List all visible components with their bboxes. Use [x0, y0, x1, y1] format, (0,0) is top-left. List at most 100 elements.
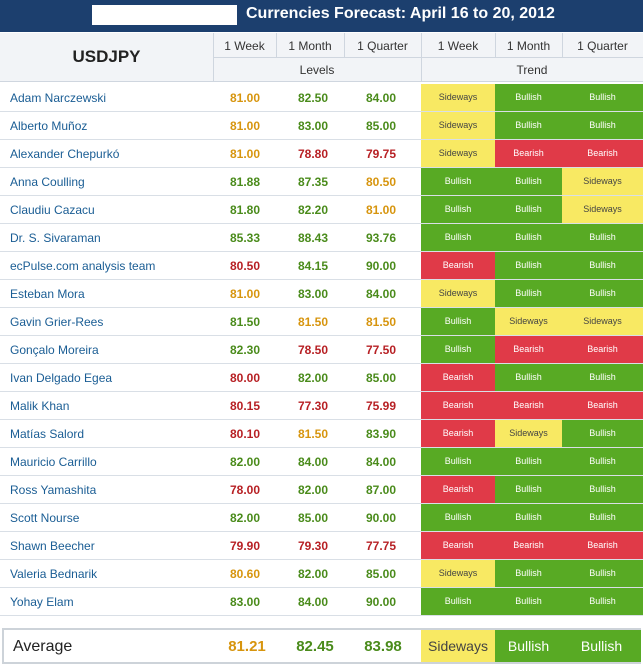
trend-1-quarter: Sideways [562, 196, 643, 223]
analyst-name: Valeria Bednarik [10, 567, 98, 581]
trend-1-quarter: Sideways [562, 308, 643, 335]
average-row: Average 81.21 82.45 83.98 Sideways Bullish Bu… [2, 628, 641, 664]
header-divider [495, 33, 496, 57]
level-1-month: 78.80 [297, 147, 329, 161]
table-row: Shawn Beecher 79.90 79.30 77.75 Bearish Beari… [0, 532, 643, 560]
analyst-name: Scott Nourse [10, 511, 80, 525]
level-1-month: 87.35 [297, 175, 329, 189]
trend-1-month: Bullish [495, 588, 562, 615]
trend-1-week: Bullish [421, 588, 495, 615]
col-header-trend-1-week: 1 Week [437, 39, 479, 53]
level-1-month: 82.00 [297, 483, 329, 497]
level-1-quarter: 87.00 [365, 483, 397, 497]
level-1-week: 81.00 [229, 287, 261, 301]
table-row: Gavin Grier-Rees 81.50 81.50 81.50 Bullish Si… [0, 308, 643, 336]
analyst-name: Mauricio Carrillo [10, 455, 97, 469]
levels-group-header: Levels [299, 63, 335, 77]
trend-1-month: Bearish [495, 140, 562, 167]
level-1-week: 81.00 [229, 91, 261, 105]
level-1-month: 83.00 [297, 287, 329, 301]
trend-1-week: Bullish [421, 168, 495, 195]
trend-1-quarter: Bearish [562, 532, 643, 559]
table-row: Gonçalo Moreira 82.30 78.50 77.50 Bullish Bea… [0, 336, 643, 364]
level-1-week: 79.90 [229, 539, 261, 553]
analyst-name: Gavin Grier-Rees [10, 315, 104, 329]
trend-1-week: Bearish [421, 420, 495, 447]
level-1-month: 82.20 [297, 203, 329, 217]
level-1-quarter: 90.00 [365, 259, 397, 273]
analyst-name: ecPulse.com analysis team [10, 259, 156, 273]
table-row: Alberto Muñoz 81.00 83.00 85.00 Sideways Bull… [0, 112, 643, 140]
trend-1-month: Bullish [495, 112, 562, 139]
analyst-name: Gonçalo Moreira [10, 343, 99, 357]
average-label: Average [13, 638, 73, 655]
trend-1-month: Bullish [495, 196, 562, 223]
trend-1-month: Bullish [495, 224, 562, 251]
average-level-1-quarter: 83.98 [364, 638, 402, 655]
level-1-week: 81.80 [229, 203, 261, 217]
col-header-levels-1-week: 1 Week [224, 39, 265, 53]
level-1-quarter: 77.50 [365, 343, 397, 357]
level-1-month: 84.15 [297, 259, 329, 273]
level-1-quarter: 84.00 [365, 455, 397, 469]
level-1-week: 82.30 [229, 343, 261, 357]
trend-1-month: Bullish [495, 448, 562, 475]
trend-1-quarter: Bullish [562, 588, 643, 615]
analyst-name: Malik Khan [10, 399, 70, 413]
table-row: ecPulse.com analysis team 80.50 84.15 90.00… [0, 252, 643, 280]
trend-1-month: Bullish [495, 84, 562, 111]
level-1-month: 79.30 [297, 539, 329, 553]
trend-1-quarter: Bullish [562, 84, 643, 111]
level-1-month: 81.50 [297, 427, 329, 441]
trend-1-month: Bullish [495, 252, 562, 279]
level-1-month: 78.50 [297, 343, 329, 357]
table-row: Malik Khan 80.15 77.30 75.99 Bearish Bearish B… [0, 392, 643, 420]
level-1-quarter: 81.50 [365, 315, 397, 329]
level-1-week: 80.15 [229, 399, 261, 413]
level-1-month: 81.50 [297, 315, 329, 329]
analyst-name: Alberto Muñoz [10, 119, 88, 133]
level-1-quarter: 85.00 [365, 371, 397, 385]
level-1-week: 81.50 [229, 315, 261, 329]
trend-1-month: Bullish [495, 364, 562, 391]
trend-1-week: Bullish [421, 224, 495, 251]
table-row: Anna Coulling 81.88 87.35 80.50 Bullish Bulli… [0, 168, 643, 196]
table-row: Mauricio Carrillo 82.00 84.00 84.00 Bullish B… [0, 448, 643, 476]
trend-1-quarter: Bearish [562, 140, 643, 167]
trend-1-week: Sideways [421, 112, 495, 139]
trend-1-quarter: Bullish [562, 504, 643, 531]
analyst-name: Claudiu Cazacu [10, 203, 95, 217]
trend-1-week: Bearish [421, 476, 495, 503]
trend-1-month: Bullish [495, 504, 562, 531]
trend-1-quarter: Sideways [562, 168, 643, 195]
table-row: Valeria Bednarik 80.60 82.00 85.00 Sideways B… [0, 560, 643, 588]
analyst-name: Matías Salord [10, 427, 85, 441]
analyst-name: Yohay Elam [10, 595, 74, 609]
trend-1-quarter: Bullish [562, 448, 643, 475]
level-1-month: 85.00 [297, 511, 329, 525]
analyst-name: Adam Narczewski [10, 91, 107, 105]
trend-1-quarter: Bullish [562, 252, 643, 279]
level-1-month: 77.30 [297, 399, 329, 413]
trend-1-month: Bearish [495, 392, 562, 419]
table-header: USDJPY 1 Week 1 Month 1 Quarter 1 Week 1… [0, 33, 643, 82]
level-1-quarter: 83.90 [365, 427, 397, 441]
analyst-name: Esteban Mora [10, 287, 85, 301]
table-row: Claudiu Cazacu 81.80 82.20 81.00 Bullish Bull… [0, 196, 643, 224]
trend-1-week: Sideways [421, 280, 495, 307]
average-trend-1-quarter: Bullish [562, 630, 641, 662]
level-1-quarter: 77.75 [365, 539, 397, 553]
col-header-levels-1-month: 1 Month [288, 39, 332, 53]
trend-1-quarter: Bullish [562, 420, 643, 447]
level-1-week: 80.10 [229, 427, 261, 441]
level-1-week: 80.50 [229, 259, 261, 273]
header-divider [562, 33, 563, 57]
table-row: Esteban Mora 81.00 83.00 84.00 Sideways Bulli… [0, 280, 643, 308]
table-row: Alexander Chepurkó 81.00 78.80 79.75 Sideway… [0, 140, 643, 168]
trend-1-month: Bullish [495, 280, 562, 307]
level-1-quarter: 85.00 [365, 119, 397, 133]
trend-1-week: Bearish [421, 364, 495, 391]
trend-1-quarter: Bearish [562, 336, 643, 363]
trend-1-week: Sideways [421, 560, 495, 587]
